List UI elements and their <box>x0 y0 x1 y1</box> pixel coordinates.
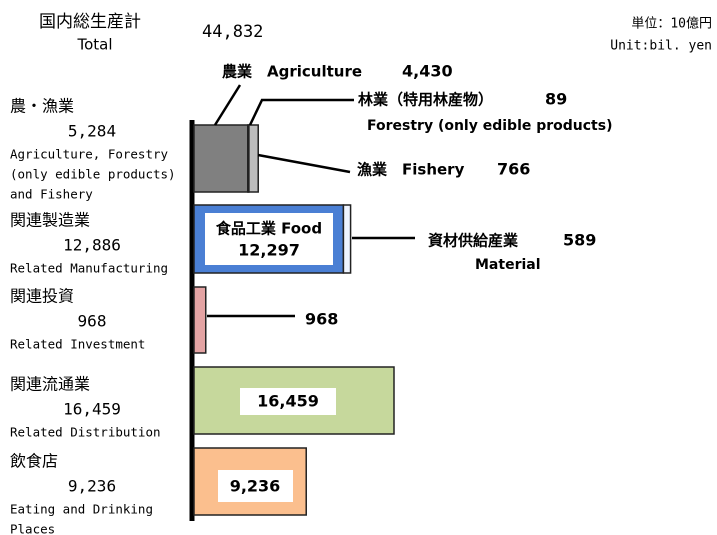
segment-name-en: Forestry (only edible products) <box>367 118 613 134</box>
segment-name: 林業（特用林産物） <box>358 91 493 109</box>
segment-name-en: Material <box>475 257 541 273</box>
chart-subtitle: Total <box>76 36 112 54</box>
segment-name: 農業 Agriculture <box>222 63 362 81</box>
group-name: 関連投資 <box>10 287 74 306</box>
group-name-en: Agriculture, Forestry <box>10 147 169 162</box>
group-name: 飲食店 <box>10 452 58 471</box>
label-box <box>240 388 336 415</box>
group-name: 農・漁業 <box>10 97 74 116</box>
segment-value: 16,459 <box>257 392 319 411</box>
group-name-en: (only edible products) <box>10 167 176 182</box>
group-name-en: Places <box>10 522 55 535</box>
group-name-en: Related Investment <box>10 337 145 352</box>
label-box <box>218 470 293 502</box>
group-name-en: Eating and Drinking <box>10 502 153 517</box>
leader-line <box>213 84 242 126</box>
segment-name: 漁業 Fishery <box>357 161 465 179</box>
leader-line <box>248 98 354 126</box>
group-value: 5,284 <box>68 122 116 141</box>
bar-segment <box>248 124 259 193</box>
segment-value: 589 <box>563 231 596 250</box>
group-value: 16,459 <box>63 400 121 419</box>
segment-name: 食品工業 Food <box>216 220 322 238</box>
segment-value: 89 <box>545 90 567 109</box>
segment-name: 資材供給産業 <box>428 232 519 250</box>
total-value: 44,832 <box>202 22 263 42</box>
group-name-en: and Fishery <box>10 187 93 202</box>
group-name-en: Related Manufacturing <box>10 261 168 276</box>
unit-en: Unit:bil. yen <box>610 39 712 54</box>
label-box <box>205 213 333 265</box>
segment-value: 4,430 <box>402 62 453 81</box>
group-value: 9,236 <box>68 477 116 496</box>
group-name: 関連流通業 <box>10 375 90 394</box>
chart-title: 国内総生産計 <box>39 12 141 32</box>
group-value: 968 <box>78 312 107 331</box>
unit-ja: 単位：10億円 <box>631 16 712 32</box>
segment-value: 766 <box>497 160 530 179</box>
segment-value: 9,236 <box>230 477 281 496</box>
group-value: 12,886 <box>63 236 121 255</box>
group-name: 関連製造業 <box>10 211 90 230</box>
group-name-en: Related Distribution <box>10 425 161 440</box>
bar-segment <box>342 204 352 274</box>
bar-segment <box>193 286 207 354</box>
segment-value: 968 <box>305 310 338 329</box>
segment-value: 12,297 <box>238 241 300 260</box>
leader-line <box>257 153 351 174</box>
bar-segment <box>193 124 249 193</box>
